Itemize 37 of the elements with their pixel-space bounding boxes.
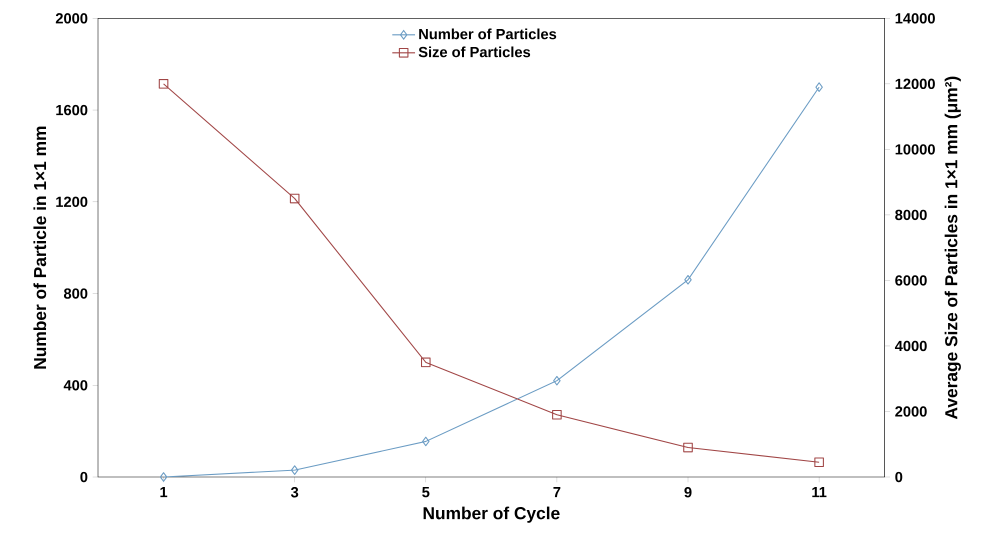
y2-axis-title: Average Size of Particles in 1×1 mm (μm²) xyxy=(944,76,961,420)
y2-tick-label: 6000 xyxy=(895,275,927,286)
legend-label: Number of Particles xyxy=(419,28,556,40)
y2-tick-label: 10000 xyxy=(896,144,935,155)
point xyxy=(815,82,823,92)
legend-label: Size of Particles xyxy=(418,46,530,58)
y2-tick-label: 4000 xyxy=(894,340,927,352)
point xyxy=(420,358,431,368)
x-tick-label: 1 xyxy=(160,487,168,498)
y-tick-label: 1200 xyxy=(56,196,88,207)
x-axis-title: Number of Cycle xyxy=(424,506,560,523)
y-axis-title: Number of Particle in 1×1 mm xyxy=(33,126,46,369)
y-tick-label: 0 xyxy=(80,472,88,482)
point xyxy=(290,194,300,204)
y-tick-label: 2000 xyxy=(56,13,88,24)
point xyxy=(683,442,693,452)
point xyxy=(553,376,561,386)
point xyxy=(160,472,168,482)
y2-tick-label: 0 xyxy=(895,472,902,482)
y2-tick-label: 12000 xyxy=(896,78,935,90)
y-tick-label: 1600 xyxy=(56,104,88,116)
point xyxy=(422,436,430,446)
point xyxy=(814,457,824,468)
point xyxy=(552,410,562,420)
y-tick-label: 800 xyxy=(64,288,88,299)
y-tick-label: 400 xyxy=(64,380,88,390)
x-tick-label: 9 xyxy=(684,487,692,498)
y2-tick-label: 2000 xyxy=(895,406,927,417)
point xyxy=(290,465,298,475)
x-tick-label: 3 xyxy=(290,487,298,498)
point xyxy=(158,79,168,89)
y2-tick-label: 14000 xyxy=(896,13,935,24)
x-tick-label: 5 xyxy=(422,487,430,498)
y2-tick-label: 8000 xyxy=(895,210,927,220)
point xyxy=(684,274,692,285)
x-tick-label: 11 xyxy=(812,487,826,498)
x-tick-label: 7 xyxy=(553,487,560,498)
